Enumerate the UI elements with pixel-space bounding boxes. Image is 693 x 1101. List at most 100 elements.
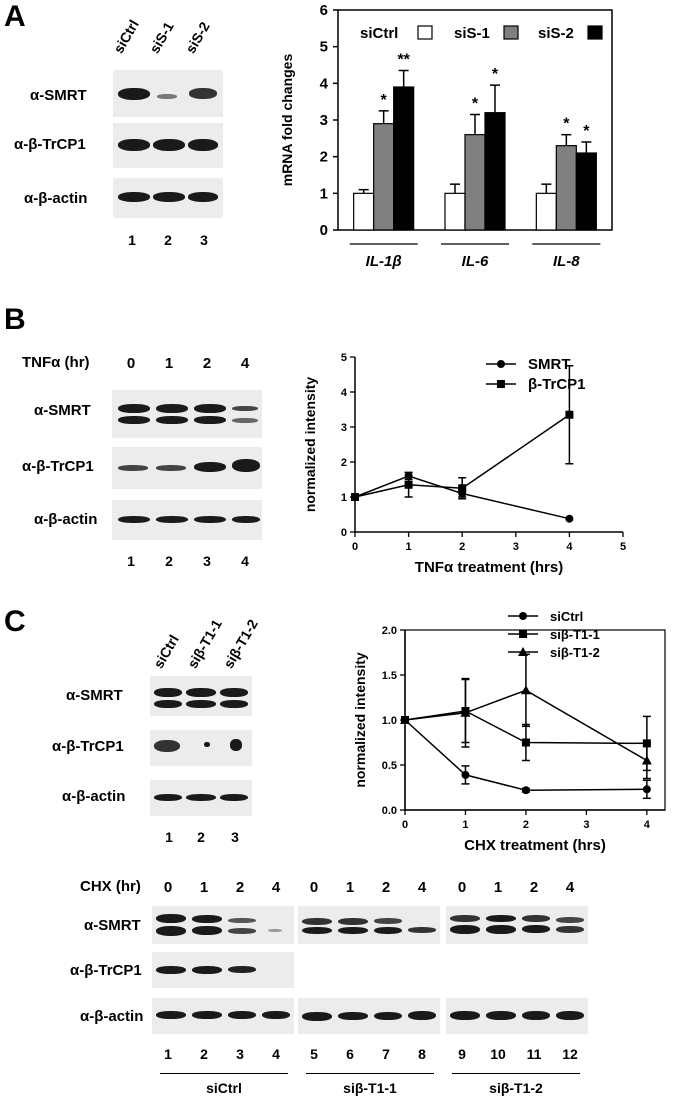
wide-blot-smrt-3 bbox=[446, 906, 588, 944]
bar bbox=[353, 192, 375, 231]
wide-blot-actin-3 bbox=[446, 998, 588, 1034]
x-tick-label: 5 bbox=[620, 541, 626, 553]
blot-b-btrcp1 bbox=[112, 447, 262, 489]
significance-marker: ** bbox=[397, 52, 410, 69]
wide-lane-number-8: 8 bbox=[418, 1046, 426, 1062]
chx-time-10: 1 bbox=[493, 879, 503, 896]
blot-b-smrt bbox=[112, 390, 262, 438]
lane-number-3: 3 bbox=[200, 232, 208, 248]
chx-time-12: 4 bbox=[565, 879, 575, 896]
y-tick-label: 3 bbox=[341, 422, 347, 434]
blot-label-actin-b: α-β-actin bbox=[34, 511, 98, 528]
line-chart-chx: 0.0 0.5 1.0 1.5 2.0 0 1 2 3 4 CHX treatment (hrs) n… bbox=[352, 609, 666, 854]
wide-blot-smrt-1 bbox=[152, 906, 294, 944]
time-label-2: 2 bbox=[202, 355, 212, 372]
legend-label: siCtrl bbox=[550, 609, 583, 624]
blot-a-btrcp1 bbox=[113, 123, 223, 168]
data-point bbox=[521, 786, 530, 795]
chx-header: CHX (hr) bbox=[80, 878, 141, 895]
x-tick-label: 2 bbox=[523, 819, 529, 831]
blot-label-actin-c: α-β-actin bbox=[62, 788, 126, 805]
category-label: IL-1β bbox=[366, 253, 402, 270]
y-tick-label: 4 bbox=[341, 387, 348, 399]
y-tick-label: 0 bbox=[341, 527, 347, 539]
chx-time-11: 2 bbox=[529, 879, 539, 896]
x-tick-label: 1 bbox=[406, 541, 412, 553]
blot-label-btrcp1: α-β-TrCP1 bbox=[14, 136, 86, 153]
blot-label-btrcp1-c: α-β-TrCP1 bbox=[52, 738, 124, 755]
lane-header-sictrl: siCtrl bbox=[110, 16, 142, 56]
y-tick-label: 6 bbox=[320, 2, 328, 19]
y-tick-label: 4 bbox=[320, 75, 329, 92]
wide-blot-actin-2 bbox=[298, 998, 440, 1034]
y-axis-label: normalized intensity bbox=[302, 377, 318, 513]
wide-lane-number-11: 11 bbox=[526, 1046, 542, 1062]
significance-marker: * bbox=[583, 123, 590, 140]
wide-blot-actin-1 bbox=[152, 998, 294, 1034]
chx-time-3: 2 bbox=[235, 879, 245, 896]
significance-marker: * bbox=[563, 116, 570, 133]
time-label-4: 4 bbox=[240, 355, 250, 372]
significance-marker: * bbox=[381, 92, 388, 109]
chx-time-1: 0 bbox=[163, 879, 173, 896]
wide-blot-btrcp1-1 bbox=[152, 952, 294, 988]
y-tick-label: 2.0 bbox=[382, 625, 397, 637]
x-axis-label: TNFα treatment (hrs) bbox=[415, 559, 563, 576]
legend-label: siβ-T1-1 bbox=[550, 627, 600, 642]
wide-lane-number-2: 2 bbox=[200, 1046, 208, 1062]
x-tick-label: 4 bbox=[566, 541, 573, 553]
legend-label: SMRT bbox=[528, 356, 571, 373]
data-point bbox=[497, 380, 505, 388]
panel-letter-a: A bbox=[4, 0, 26, 33]
plot-frame bbox=[404, 629, 666, 811]
data-point bbox=[521, 738, 530, 747]
data-point bbox=[460, 707, 471, 717]
bar bbox=[373, 123, 395, 231]
line-chart-tnf: 0 1 2 3 4 5 0 1 2 3 4 5 TNFα treatment (hrs) normaliz… bbox=[302, 352, 626, 576]
bar bbox=[444, 192, 466, 231]
y-tick-label: 0.5 bbox=[382, 760, 397, 772]
blot-label-btrcp1-b: α-β-TrCP1 bbox=[22, 458, 94, 475]
legend-label: β-TrCP1 bbox=[528, 376, 586, 393]
panel-letter-b: B bbox=[4, 303, 26, 336]
significance-marker: * bbox=[492, 66, 499, 83]
wide-lane-number-9: 9 bbox=[458, 1046, 466, 1062]
x-tick-label: 3 bbox=[513, 541, 519, 553]
y-tick-label: 1 bbox=[320, 185, 328, 202]
category-label: IL-8 bbox=[553, 253, 580, 270]
x-tick-label: 4 bbox=[644, 819, 651, 831]
bar bbox=[393, 86, 415, 231]
series-line bbox=[404, 710, 647, 745]
blot-c-btrcp1 bbox=[150, 730, 252, 766]
lane-number-c2: 2 bbox=[197, 829, 205, 845]
wide-lane-number-1: 1 bbox=[164, 1046, 172, 1062]
blot-b-actin bbox=[112, 500, 262, 540]
y-axis-label: mRNA fold changes bbox=[279, 54, 295, 187]
time-label-1: 1 bbox=[164, 355, 174, 372]
series-line bbox=[404, 719, 647, 791]
legend-label: siS-1 bbox=[454, 25, 490, 42]
chx-time-8: 4 bbox=[417, 879, 427, 896]
data-point bbox=[641, 755, 652, 765]
group-line-3 bbox=[452, 1073, 580, 1074]
lane-number-2: 2 bbox=[164, 232, 172, 248]
lane-header-c-sictrl: siCtrl bbox=[150, 631, 182, 671]
y-tick-label: 3 bbox=[320, 112, 328, 129]
blot-label-smrt-b: α-SMRT bbox=[34, 402, 91, 419]
chx-time-9: 0 bbox=[457, 879, 467, 896]
x-tick-label: 3 bbox=[583, 819, 589, 831]
category-label: IL-6 bbox=[462, 253, 489, 270]
chx-time-2: 1 bbox=[199, 879, 209, 896]
wide-lane-number-4: 4 bbox=[272, 1046, 280, 1062]
data-point bbox=[351, 493, 359, 501]
bar bbox=[575, 152, 597, 231]
lane-header-c-sib2: siβ-T1-2 bbox=[220, 616, 261, 671]
bar bbox=[484, 112, 506, 231]
wide-lane-number-7: 7 bbox=[382, 1046, 390, 1062]
significance-marker: * bbox=[472, 96, 479, 113]
series-line bbox=[354, 414, 570, 498]
data-point bbox=[520, 685, 531, 695]
y-tick-label: 0.0 bbox=[382, 805, 397, 817]
data-point bbox=[565, 410, 574, 419]
